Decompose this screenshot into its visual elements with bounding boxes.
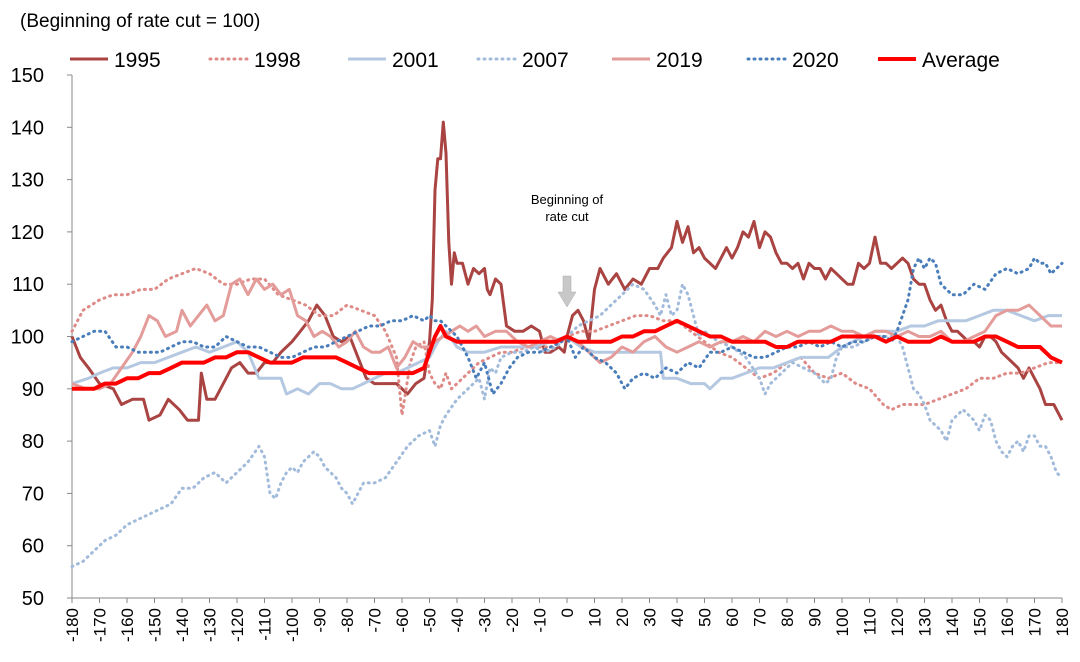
series-line-2020 xyxy=(70,256,1064,396)
x-tick-label: 20 xyxy=(613,608,632,627)
x-tick-label: -70 xyxy=(366,608,385,633)
legend: 1995 1998 2001 2007 2019 2020 Average xyxy=(70,49,1000,72)
legend-label-2001: 2001 xyxy=(392,49,439,72)
legend-label-2019: 2019 xyxy=(656,49,703,72)
x-tick-label: -130 xyxy=(201,608,220,642)
annotation-line-2: rate cut xyxy=(545,209,589,224)
x-tick-label: -40 xyxy=(448,608,467,633)
series-layer xyxy=(70,120,1064,569)
annotation-line-1: Beginning of xyxy=(531,192,604,207)
y-axis: 50 60 70 80 90 100 110 120 130 140 150 xyxy=(11,65,73,610)
y-tick-label: 110 xyxy=(12,274,44,296)
x-tick-label: 80 xyxy=(778,608,797,627)
x-tick-label: -100 xyxy=(283,608,302,642)
x-tick-label: 60 xyxy=(723,608,742,627)
x-tick-label: 10 xyxy=(586,608,605,627)
y-tick-label: 100 xyxy=(11,327,44,349)
y-tick-label: 150 xyxy=(11,65,44,87)
down-arrow-icon xyxy=(557,275,577,308)
y-tick-label: 80 xyxy=(22,431,44,453)
y-tick-label: 120 xyxy=(11,222,44,244)
series-line-2007 xyxy=(70,282,1064,569)
y-tick-label: 70 xyxy=(22,483,44,505)
x-tick-label: -160 xyxy=(118,608,137,642)
x-tick-label: -140 xyxy=(173,608,192,642)
x-tick-label: 100 xyxy=(833,608,852,636)
x-tick-label: -90 xyxy=(311,608,330,633)
x-tick-label: -120 xyxy=(228,608,247,642)
x-tick-label: 0 xyxy=(558,608,577,617)
y-tick-label: 140 xyxy=(11,117,44,139)
series-line-2001 xyxy=(71,308,1062,396)
x-tick-label: 50 xyxy=(696,608,715,627)
x-tick-label: 130 xyxy=(916,608,935,636)
legend-label-average: Average xyxy=(922,49,1000,72)
x-tick-label: 40 xyxy=(668,608,687,627)
x-tick-label: 170 xyxy=(1026,608,1045,636)
x-tick-label: 90 xyxy=(806,608,825,627)
x-tick-label: 180 xyxy=(1053,608,1072,636)
legend-label-2020: 2020 xyxy=(792,49,839,72)
y-tick-label: 50 xyxy=(22,588,44,610)
y-tick-label: 60 xyxy=(22,536,44,558)
x-tick-label: 150 xyxy=(971,608,990,636)
legend-label-1995: 1995 xyxy=(114,49,161,72)
x-tick-label: -180 xyxy=(63,608,82,642)
x-tick-label: 140 xyxy=(943,608,962,636)
x-tick-label: -80 xyxy=(338,608,357,633)
x-tick-label: -20 xyxy=(503,608,522,633)
units-note: (Beginning of rate cut = 100) xyxy=(20,11,260,32)
x-tick-label: 110 xyxy=(861,608,880,635)
x-tick-label: -150 xyxy=(146,608,165,642)
x-tick-label: 160 xyxy=(998,608,1017,636)
series-line-1995 xyxy=(70,120,1064,422)
x-tick-label: -50 xyxy=(421,608,440,633)
x-tick-label: -170 xyxy=(91,608,110,642)
x-tick-label: 70 xyxy=(751,608,770,627)
series-line-2019 xyxy=(71,277,1062,391)
x-tick-label: 120 xyxy=(888,608,907,636)
y-tick-label: 90 xyxy=(22,379,44,401)
x-tick-label: -110 xyxy=(256,608,275,641)
legend-label-1998: 1998 xyxy=(254,49,301,72)
legend-label-2007: 2007 xyxy=(522,49,569,72)
rate-cut-annotation: Beginning of rate cut xyxy=(531,192,604,308)
x-tick-label: -10 xyxy=(531,608,550,633)
y-tick-label: 130 xyxy=(11,170,44,192)
x-tick-label: 30 xyxy=(641,608,660,627)
x-tick-label: -30 xyxy=(476,608,495,633)
series-line-average xyxy=(72,318,1063,391)
x-tick-label: -60 xyxy=(393,608,412,633)
x-axis: -180 -170 -160 -150 -140 -130 -120 -110 -100 -90-… xyxy=(63,597,1072,642)
